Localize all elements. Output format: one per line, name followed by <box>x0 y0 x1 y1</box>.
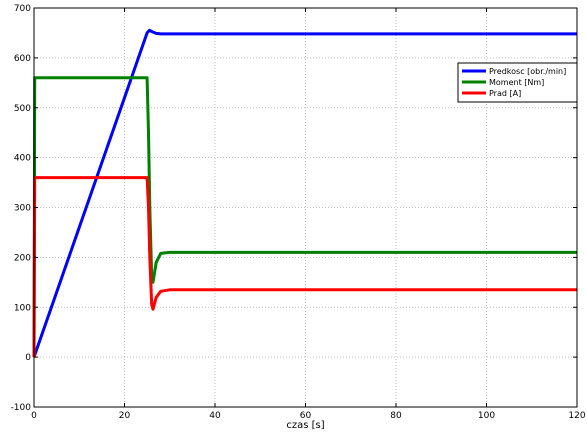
x-tick-label: 40 <box>209 411 221 421</box>
x-tick-label: 20 <box>119 411 131 421</box>
y-tick-label: 100 <box>14 303 31 313</box>
x-tick-label: 120 <box>568 411 585 421</box>
x-axis-label: czas [s] <box>286 420 324 430</box>
series-line-1 <box>32 28 577 358</box>
axis-ticks: 0 20 40 60 80 100 120-100010020030040050060070… <box>11 4 586 421</box>
legend-label-1: Predkosc [obr./min] <box>489 67 566 76</box>
y-tick-label: 400 <box>14 154 31 164</box>
y-tick-label: 200 <box>14 253 31 263</box>
y-tick-label: 0 <box>25 353 31 363</box>
x-tick-label: 0 <box>31 411 37 421</box>
y-tick-label: 600 <box>14 54 31 64</box>
legend-label-2: Moment [Nm] <box>489 78 544 87</box>
x-tick-label: 80 <box>390 411 402 421</box>
y-tick-label: 500 <box>14 104 31 114</box>
y-tick-label: 700 <box>14 4 31 14</box>
y-tick-label: 300 <box>14 204 31 214</box>
legend-label-3: Prad [A] <box>489 89 521 98</box>
x-tick-label: 100 <box>478 411 495 421</box>
x-tick-label: 60 <box>300 411 312 421</box>
y-tick-label: -100 <box>11 403 32 413</box>
series-line-3 <box>32 176 577 358</box>
legend: Predkosc [obr./min] Moment [Nm] Prad [A] <box>457 62 578 103</box>
series-lines <box>32 28 577 358</box>
